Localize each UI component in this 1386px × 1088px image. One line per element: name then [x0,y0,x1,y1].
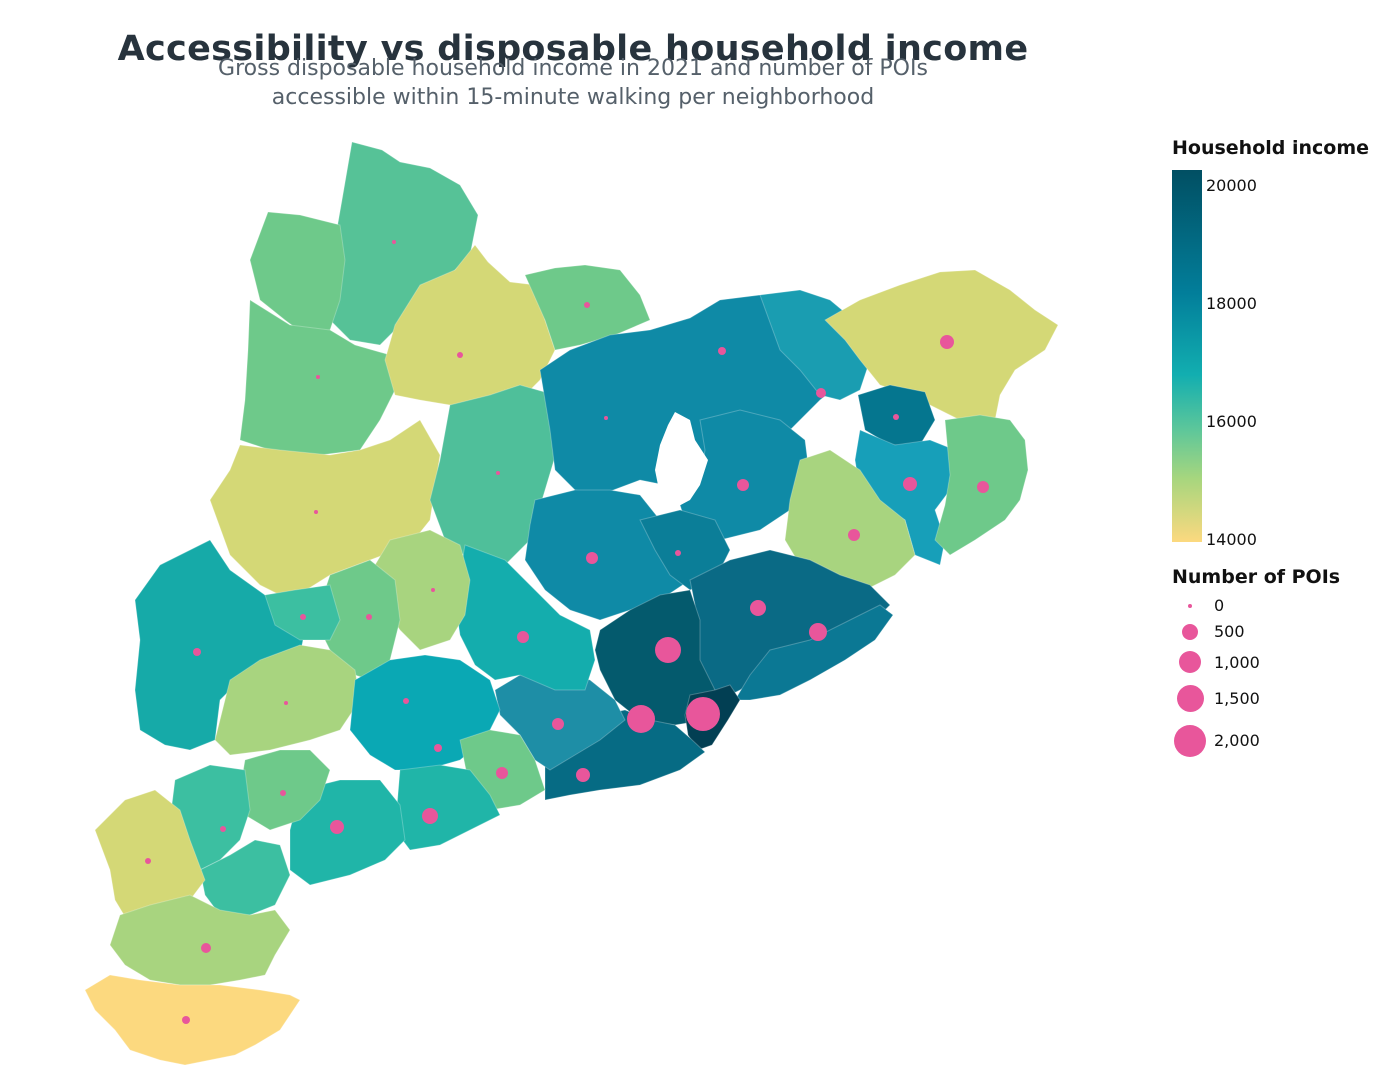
income-tick-20000: 20000 [1206,176,1257,195]
poi-marker [457,352,463,358]
poi-marker [496,767,508,779]
poi-legend-label: 1,000 [1214,653,1260,672]
subtitle-line-1: Gross disposable household income in 202… [218,56,928,81]
choropleth-map [84,141,1059,1066]
region-alt-urgell [384,244,556,411]
poi-marker [300,614,306,620]
poi-marker [314,510,318,514]
poi-marker [182,1016,190,1024]
subtitle-line-2: accessible within 15-minute walking per … [271,85,875,110]
poi-marker [330,820,344,834]
poi-marker [145,858,151,864]
poi-marker [201,943,211,953]
poi-legend-label: 2,000 [1214,731,1260,750]
poi-marker [366,614,372,620]
poi-marker [893,414,899,420]
poi-marker [576,768,590,782]
poi-legend-item-1000: 1,000 [1172,651,1372,691]
poi-size-swatch [1179,651,1201,673]
poi-marker [816,388,826,398]
poi-marker [586,552,598,564]
region-garrigues [264,584,341,641]
poi-marker [940,335,954,349]
poi-legend-item-2000: 2,000 [1172,725,1372,765]
poi-marker [655,637,681,663]
income-legend-title: Household income [1172,137,1370,159]
poi-legend-label: 500 [1214,622,1245,641]
poi-size-swatch [1182,624,1198,640]
poi-size-swatch [1177,685,1204,712]
poi-legend-item-1500: 1,500 [1172,685,1372,725]
poi-marker [392,240,396,244]
poi-marker [284,701,288,705]
poi-markers [145,240,989,1024]
poi-marker [750,600,766,616]
poi-marker [316,375,320,379]
poi-marker [903,477,917,491]
region-alt-emporda [824,269,1059,426]
income-tick-18000: 18000 [1206,294,1257,313]
poi-marker [627,705,655,733]
poi-marker [718,347,726,355]
income-tick-16000: 16000 [1206,412,1257,431]
chart-subtitle: Gross disposable household income in 202… [0,54,1146,112]
region-montsia [84,974,301,1066]
poi-marker [280,790,286,796]
poi-marker [737,479,749,491]
poi-marker [220,826,226,832]
poi-marker [675,550,681,556]
poi-marker [848,529,860,541]
poi-legend-label: 0 [1214,596,1225,615]
poi-size-swatch [1174,725,1206,757]
poi-marker [584,302,590,308]
region-shapes [84,141,1059,1066]
reservoir-hole [655,412,708,508]
income-colorbar [1172,170,1202,542]
region-pallars-jussa [239,299,401,456]
poi-legend-title: Number of POIs [1172,566,1341,588]
region-ribera-ebre [199,839,291,916]
poi-legend-item-500: 500 [1172,622,1372,662]
poi-legend-item-0: 0 [1172,596,1372,636]
chart-title: Accessibility vs disposable household in… [117,29,1029,70]
region-segarra [454,544,596,691]
region-selva [784,449,916,591]
poi-legend-label: 1,500 [1214,689,1260,708]
poi-marker [496,471,500,475]
poi-marker [434,744,442,752]
poi-marker [431,588,435,592]
poi-marker [604,416,608,420]
poi-marker [193,648,201,656]
region-tarragones [289,779,406,886]
income-tick-14000: 14000 [1206,530,1257,549]
poi-marker [517,631,529,643]
poi-marker [977,481,989,493]
poi-size-swatch [1188,604,1192,608]
poi-marker [552,718,564,730]
poi-marker [422,808,438,824]
region-baix-ebre [109,894,291,986]
region-garriguers [214,644,361,756]
poi-marker [809,623,827,641]
poi-marker [686,697,720,731]
poi-marker [403,698,409,704]
region-terra-alta [94,789,206,926]
